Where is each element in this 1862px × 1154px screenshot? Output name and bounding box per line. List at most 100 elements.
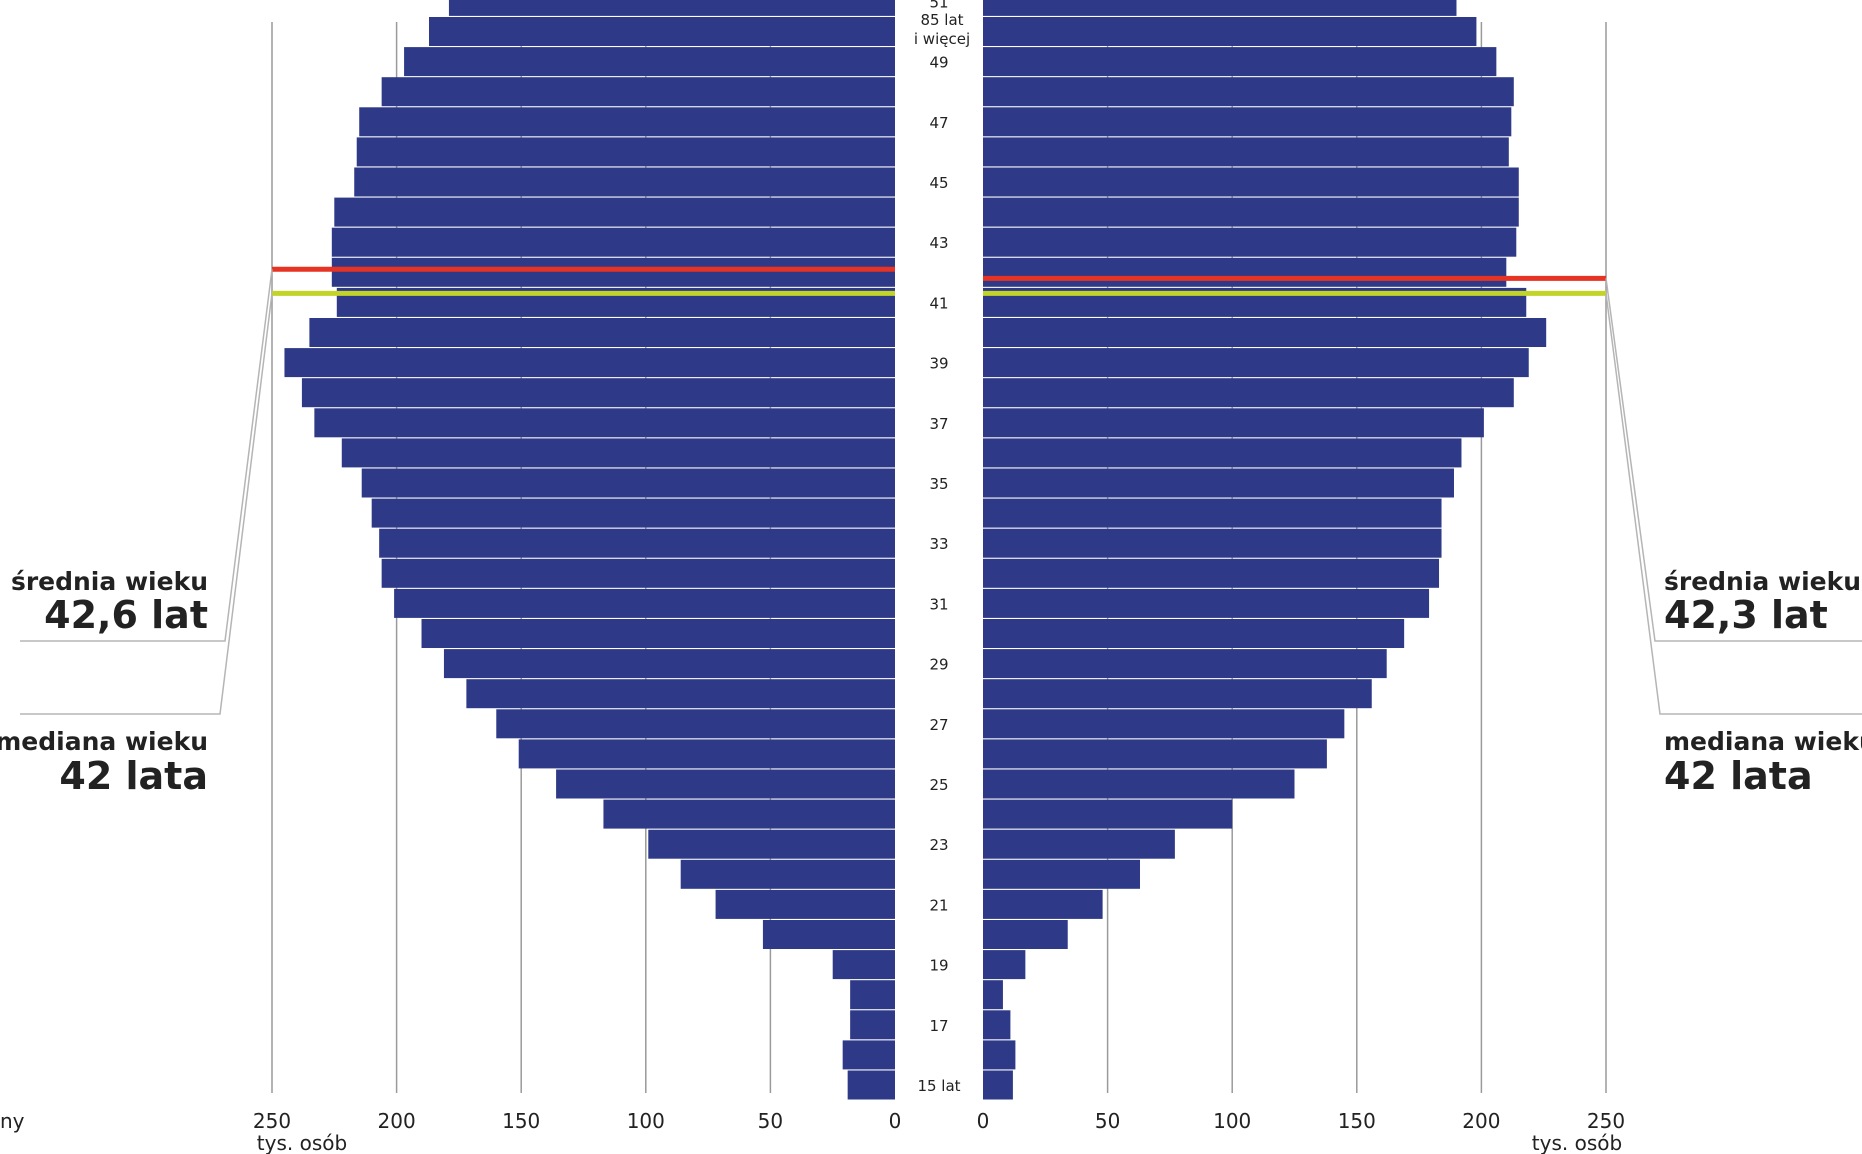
age-label-49: 49 (929, 54, 948, 72)
bar-right-age-36 (983, 438, 1462, 468)
bar-left-age-46 (356, 137, 895, 167)
bar-right-age-51 (983, 0, 1457, 16)
bar-left-age-43 (331, 227, 896, 257)
age-label-23: 23 (929, 836, 948, 854)
left-median-value: 42 lata (59, 754, 208, 798)
tick-right-0: 0 (977, 1109, 990, 1133)
bar-right-age-22 (983, 859, 1140, 889)
bar-left-age-30 (421, 619, 895, 648)
bar-right-age-25 (983, 769, 1295, 799)
bar-right-age-23 (983, 829, 1175, 859)
bar-right-age-18 (983, 980, 1003, 1010)
age-label-35: 35 (929, 475, 948, 493)
bar-left-age-35 (361, 468, 895, 498)
leader-right-median (1605, 293, 1862, 715)
mean-median-lines (20, 266, 1862, 715)
bar-right-age-37 (983, 408, 1484, 438)
bar-right-age-45 (983, 167, 1519, 197)
left-median-label: mediana wieku (0, 727, 208, 756)
unit-label-left: tys. osób (257, 1131, 347, 1154)
bar-left-age-32 (381, 558, 895, 588)
left-mean-label: średnia wieku (11, 567, 208, 596)
age-label-47: 47 (929, 114, 948, 132)
age-label-37: 37 (929, 415, 948, 433)
bar-right-age-32 (983, 558, 1440, 588)
age-label-39: 39 (929, 355, 948, 373)
right-median-value: 42 lata (1664, 754, 1813, 798)
bar-left-age-22 (680, 859, 895, 889)
bar-right-age-44 (983, 197, 1519, 227)
bar-right-age-34 (983, 498, 1442, 528)
bar-right-age-19 (983, 950, 1026, 980)
age-label-85-line1: 85 lat (920, 11, 963, 29)
leader-left-median (20, 293, 273, 715)
bar-right-age-15 (983, 1070, 1013, 1100)
bar-left-age-48 (381, 77, 895, 107)
bar-right-age-38 (983, 378, 1514, 408)
bar-right-age-40 (983, 318, 1547, 347)
bar-right-age-42 (983, 257, 1507, 287)
bar-right-age-48 (983, 77, 1514, 107)
tick-right-200: 200 (1462, 1109, 1500, 1133)
right-series-bars (983, 0, 1547, 1100)
age-label-41: 41 (929, 294, 948, 312)
bar-right-age-21 (983, 889, 1103, 919)
bar-right-age-29 (983, 649, 1387, 679)
bar-left-age-33 (379, 528, 895, 558)
bar-right-age-49 (983, 47, 1497, 77)
bar-left-age-51 (448, 0, 895, 16)
bar-left-age-44 (334, 197, 895, 227)
bar-left-age-38 (301, 378, 895, 408)
tick-right-150: 150 (1338, 1109, 1376, 1133)
x-axis-ticks: 250 200 150 100 50 0 0 50 100 150 200 250 (253, 1109, 1625, 1133)
edge-text-fragment: ny (0, 1109, 25, 1133)
bar-left-age-50 (428, 17, 895, 46)
age-label-27: 27 (929, 716, 948, 734)
tick-left-200: 200 (378, 1109, 416, 1133)
age-label-43: 43 (929, 234, 948, 252)
bar-left-age-19 (832, 950, 895, 980)
age-label-25: 25 (929, 776, 948, 794)
bar-right-age-31 (983, 588, 1430, 618)
bar-left-age-24 (603, 799, 895, 829)
bar-right-age-46 (983, 137, 1509, 167)
bar-right-age-17 (983, 1010, 1011, 1040)
bar-right-age-16 (983, 1040, 1016, 1070)
tick-right-250: 250 (1587, 1109, 1625, 1133)
bar-left-age-47 (359, 107, 896, 137)
bar-left-age-42 (331, 257, 896, 287)
bar-right-age-27 (983, 709, 1345, 739)
age-label-19: 19 (929, 957, 948, 975)
tick-left-150: 150 (502, 1109, 540, 1133)
bar-right-age-30 (983, 619, 1405, 648)
age-label-21: 21 (929, 896, 948, 914)
unit-label-right: tys. osób (1532, 1131, 1622, 1154)
bar-left-age-45 (354, 167, 896, 197)
bar-left-age-15 (847, 1070, 895, 1100)
age-label-31: 31 (929, 595, 948, 613)
age-label-45: 45 (929, 174, 948, 192)
bar-left-age-23 (648, 829, 895, 859)
tick-left-250: 250 (253, 1109, 291, 1133)
bar-right-age-50 (983, 17, 1477, 46)
bar-right-age-28 (983, 679, 1372, 709)
bar-right-age-20 (983, 920, 1068, 949)
age-label-85-line2: i więcej (914, 30, 970, 48)
age-label-29: 29 (929, 656, 948, 674)
bar-left-age-31 (394, 588, 895, 618)
tick-left-0: 0 (889, 1109, 902, 1133)
right-mean-value: 42,3 lat (1664, 593, 1828, 637)
bar-left-age-40 (309, 318, 895, 347)
leader-right-mean (1605, 278, 1862, 642)
bar-left-age-26 (518, 739, 895, 769)
left-mean-value: 42,6 lat (44, 593, 208, 637)
age-label-15: 15 lat (917, 1077, 960, 1095)
bar-left-age-18 (850, 980, 895, 1010)
tick-left-100: 100 (627, 1109, 665, 1133)
bar-left-age-16 (842, 1040, 895, 1070)
bar-left-age-25 (556, 769, 895, 799)
right-median-label: mediana wieku (1664, 727, 1862, 756)
bar-right-age-39 (983, 348, 1529, 378)
age-label-33: 33 (929, 535, 948, 553)
bar-right-age-24 (983, 799, 1233, 829)
